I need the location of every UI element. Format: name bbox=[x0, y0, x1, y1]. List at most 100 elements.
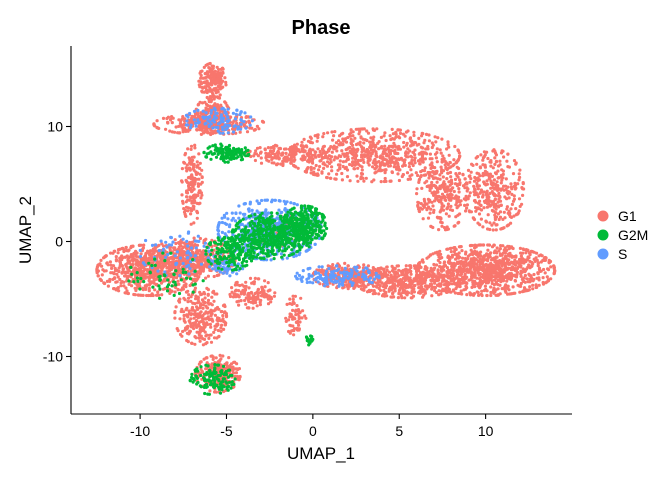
data-point bbox=[230, 366, 234, 370]
data-point bbox=[534, 283, 538, 287]
data-point bbox=[419, 202, 423, 206]
data-point bbox=[463, 177, 467, 181]
data-point bbox=[273, 291, 277, 295]
data-point bbox=[198, 339, 202, 343]
data-point bbox=[269, 295, 273, 299]
data-point bbox=[122, 280, 126, 284]
data-point bbox=[482, 180, 486, 184]
data-point bbox=[496, 176, 500, 180]
data-point bbox=[545, 275, 549, 279]
data-point bbox=[238, 375, 242, 379]
data-point bbox=[114, 255, 118, 259]
data-point bbox=[201, 370, 205, 374]
data-point bbox=[207, 302, 211, 306]
data-point bbox=[108, 279, 112, 283]
data-point bbox=[500, 175, 504, 179]
data-point bbox=[210, 366, 214, 370]
data-point bbox=[458, 255, 462, 259]
data-point bbox=[472, 260, 476, 264]
data-point bbox=[361, 158, 365, 162]
data-point bbox=[360, 172, 365, 176]
data-point bbox=[504, 265, 508, 269]
data-point bbox=[476, 221, 480, 225]
data-point bbox=[138, 293, 142, 297]
data-point bbox=[438, 187, 442, 191]
data-point bbox=[483, 200, 487, 205]
data-point bbox=[502, 248, 506, 252]
data-point bbox=[264, 292, 268, 296]
data-point bbox=[289, 324, 293, 328]
data-point bbox=[310, 153, 314, 158]
data-point bbox=[456, 182, 460, 186]
data-point bbox=[210, 295, 214, 299]
point-cluster-g1 bbox=[284, 294, 308, 337]
data-point bbox=[311, 148, 315, 152]
data-point bbox=[109, 251, 113, 255]
data-point bbox=[142, 287, 146, 291]
data-point bbox=[402, 145, 406, 149]
data-point bbox=[515, 260, 519, 264]
data-point bbox=[288, 297, 292, 301]
data-point bbox=[354, 127, 358, 131]
data-point bbox=[454, 203, 458, 207]
data-point bbox=[116, 286, 120, 290]
data-point bbox=[342, 152, 346, 156]
data-point bbox=[216, 105, 220, 109]
data-point bbox=[315, 139, 319, 143]
data-point bbox=[202, 322, 206, 326]
data-point bbox=[389, 179, 393, 183]
data-point bbox=[432, 190, 436, 194]
data-point bbox=[489, 285, 493, 289]
data-point bbox=[449, 188, 453, 192]
data-point bbox=[260, 287, 264, 291]
data-point bbox=[243, 298, 247, 303]
data-point bbox=[473, 187, 477, 191]
data-point bbox=[494, 255, 498, 259]
data-point bbox=[481, 174, 485, 178]
data-point bbox=[486, 227, 490, 231]
data-point bbox=[336, 156, 340, 160]
data-point bbox=[379, 180, 383, 184]
data-point bbox=[100, 264, 104, 268]
data-point bbox=[161, 287, 165, 291]
data-point bbox=[348, 162, 352, 167]
point-cluster-g1 bbox=[463, 148, 526, 232]
data-point bbox=[303, 150, 307, 154]
data-point bbox=[192, 187, 196, 191]
data-point bbox=[131, 258, 135, 262]
data-point bbox=[512, 194, 516, 198]
data-point bbox=[201, 131, 206, 135]
data-point bbox=[292, 163, 296, 167]
data-point bbox=[466, 263, 470, 267]
data-point bbox=[369, 146, 373, 150]
data-point bbox=[483, 153, 487, 157]
data-point bbox=[382, 148, 387, 152]
data-point bbox=[530, 250, 534, 254]
data-point bbox=[515, 272, 519, 276]
data-point bbox=[543, 256, 548, 260]
data-point bbox=[153, 288, 157, 292]
data-point bbox=[297, 315, 301, 319]
data-point bbox=[476, 270, 480, 275]
data-point bbox=[190, 272, 195, 276]
data-point bbox=[218, 93, 222, 97]
data-point bbox=[438, 261, 442, 265]
data-point bbox=[304, 316, 308, 320]
data-point bbox=[394, 160, 398, 164]
data-point bbox=[182, 313, 186, 318]
data-point bbox=[507, 252, 511, 256]
data-points bbox=[95, 61, 557, 396]
data-point bbox=[189, 299, 193, 303]
data-point bbox=[491, 209, 495, 213]
data-point bbox=[239, 290, 243, 294]
data-point bbox=[382, 162, 386, 166]
data-point bbox=[525, 258, 530, 262]
data-point bbox=[471, 163, 475, 167]
data-point bbox=[207, 333, 212, 337]
data-point bbox=[181, 128, 185, 132]
data-point bbox=[332, 147, 336, 151]
data-point bbox=[225, 363, 229, 367]
data-point bbox=[506, 272, 510, 277]
data-point bbox=[161, 116, 166, 120]
data-point bbox=[196, 184, 200, 188]
